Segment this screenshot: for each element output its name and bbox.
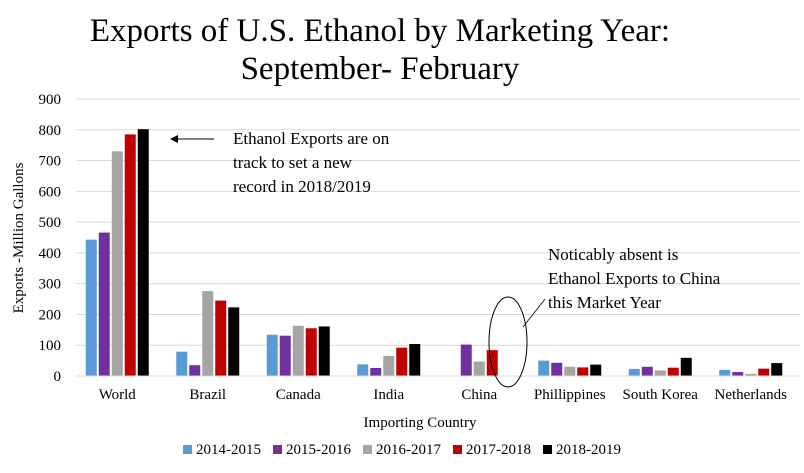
bar bbox=[228, 307, 240, 376]
bar bbox=[137, 129, 149, 376]
legend-swatch bbox=[543, 445, 552, 454]
bar bbox=[680, 357, 692, 376]
china-highlight-ellipse bbox=[488, 296, 528, 388]
y-tick-label: 200 bbox=[39, 307, 62, 323]
bar bbox=[577, 367, 589, 376]
bar bbox=[85, 239, 97, 376]
bar bbox=[279, 335, 291, 376]
bar bbox=[202, 291, 214, 376]
legend-item: 2015-2016 bbox=[273, 442, 351, 459]
y-tick-label: 400 bbox=[39, 246, 62, 262]
x-tick-label: India bbox=[373, 387, 404, 403]
bar bbox=[538, 360, 550, 376]
legend-label: 2017-2018 bbox=[466, 442, 531, 458]
bar bbox=[98, 232, 110, 376]
legend-swatch bbox=[363, 445, 372, 454]
bar bbox=[409, 343, 421, 376]
y-tick-label: 100 bbox=[39, 338, 62, 354]
x-axis-ticks: World Brazil Canada India China Phillippines S… bbox=[99, 387, 787, 403]
annotation-line: record in 2018/2019 bbox=[233, 177, 371, 196]
bar bbox=[370, 367, 382, 376]
bar bbox=[124, 134, 136, 376]
legend-item: 2018-2019 bbox=[543, 442, 621, 459]
bars bbox=[85, 129, 783, 376]
annotation-pointer bbox=[522, 298, 546, 328]
bar bbox=[357, 364, 369, 376]
bar bbox=[641, 366, 653, 376]
annotation-line: track to set a new bbox=[233, 153, 352, 172]
bar bbox=[758, 368, 770, 376]
legend-label: 2014-2015 bbox=[196, 442, 261, 458]
legend-label: 2016-2017 bbox=[376, 442, 441, 458]
x-tick-label: Phillippines bbox=[534, 387, 606, 403]
annotation-line: Ethanol Exports to China bbox=[548, 269, 721, 288]
bar bbox=[654, 370, 666, 376]
legend-label: 2018-2019 bbox=[556, 442, 621, 458]
y-axis-ticks: 0 100 200 300 400 500 600 700 800 900 bbox=[39, 92, 62, 385]
bar bbox=[111, 151, 123, 376]
bar bbox=[771, 363, 783, 376]
bar bbox=[292, 325, 304, 376]
y-tick-label: 600 bbox=[39, 184, 62, 200]
x-tick-label: China bbox=[461, 387, 497, 403]
y-tick-label: 900 bbox=[39, 92, 62, 108]
bar bbox=[745, 373, 757, 376]
bar bbox=[176, 351, 188, 376]
chart-subtitle: September- February bbox=[240, 51, 520, 87]
bar bbox=[189, 365, 201, 376]
bar bbox=[318, 326, 330, 376]
x-tick-label: Canada bbox=[276, 387, 321, 403]
world-annotation: Ethanol Exports are on track to set a ne… bbox=[233, 127, 389, 199]
x-tick-label: World bbox=[99, 387, 137, 403]
bar bbox=[473, 361, 485, 376]
bar bbox=[460, 344, 472, 376]
legend-swatch bbox=[183, 445, 192, 454]
bar bbox=[305, 328, 317, 376]
annotation-line: this Market Year bbox=[548, 293, 661, 312]
x-tick-label: Netherlands bbox=[715, 387, 788, 403]
y-tick-label: 800 bbox=[39, 123, 62, 139]
y-tick-label: 700 bbox=[39, 154, 62, 170]
bar bbox=[719, 369, 731, 376]
bar bbox=[266, 334, 278, 376]
bar bbox=[667, 367, 679, 376]
legend-item: 2016-2017 bbox=[363, 442, 441, 459]
legend-item: 2014-2015 bbox=[183, 442, 261, 459]
y-tick-label: 500 bbox=[39, 215, 62, 231]
y-tick-label: 0 bbox=[54, 369, 62, 385]
annotation-line: Noticably absent is bbox=[548, 245, 679, 264]
gridlines bbox=[76, 98, 800, 346]
legend-item: 2017-2018 bbox=[453, 442, 531, 459]
legend-swatch bbox=[453, 445, 462, 454]
bar bbox=[732, 371, 744, 376]
annotation-line: Ethanol Exports are on bbox=[233, 129, 390, 148]
chart-legend: 2014-2015 2015-2016 2016-2017 2017-2018 2018… bbox=[0, 442, 804, 459]
x-axis-label: Importing Country bbox=[364, 415, 477, 431]
x-tick-label: South Korea bbox=[623, 387, 699, 403]
chart-title: Exports of U.S. Ethanol by Marketing Yea… bbox=[89, 13, 671, 49]
bar bbox=[396, 347, 408, 376]
y-axis-label: Exports -Million Gallons bbox=[11, 162, 27, 313]
bar bbox=[564, 366, 576, 376]
x-tick-label: Brazil bbox=[189, 387, 226, 403]
bar bbox=[551, 362, 563, 376]
china-annotation: Noticably absent is Ethanol Exports to C… bbox=[548, 243, 720, 315]
legend-swatch bbox=[273, 445, 282, 454]
bar bbox=[590, 364, 602, 376]
bar bbox=[215, 300, 227, 376]
y-tick-label: 300 bbox=[39, 277, 62, 293]
bar bbox=[486, 350, 498, 376]
bar bbox=[383, 355, 395, 376]
bar bbox=[628, 368, 640, 376]
legend-label: 2015-2016 bbox=[286, 442, 351, 458]
